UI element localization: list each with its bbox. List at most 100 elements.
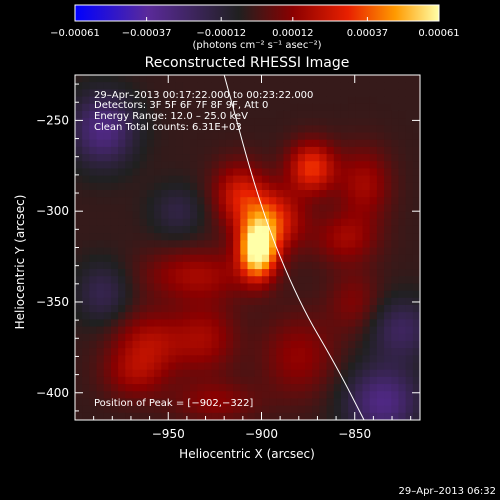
heatmap-cell [110, 182, 119, 191]
heatmap-cell [355, 297, 364, 306]
heatmap-cell [89, 96, 98, 105]
heatmap-cell [340, 211, 349, 220]
heatmap-cell [182, 154, 191, 162]
heatmap-cell [290, 89, 299, 98]
heatmap-cell [197, 132, 205, 141]
heatmap-cell [103, 240, 112, 249]
heatmap-cell [362, 269, 371, 277]
heatmap-cell [398, 276, 407, 285]
heatmap-cell [333, 319, 342, 328]
heatmap-cell [362, 312, 371, 320]
heatmap-cell [125, 348, 134, 356]
heatmap-cell [297, 154, 306, 162]
heatmap-cell [96, 290, 105, 299]
heatmap-cell [118, 319, 126, 328]
heatmap-cell [348, 75, 356, 83]
heatmap-cell [412, 161, 420, 170]
heatmap-cell [218, 218, 227, 227]
heatmap-cell [384, 103, 392, 112]
heatmap-cell [319, 348, 328, 356]
heatmap-cell [412, 398, 420, 407]
heatmap-cell [240, 405, 249, 414]
heatmap-cell [89, 384, 98, 392]
heatmap-cell [290, 182, 299, 191]
heatmap-cell [182, 175, 191, 184]
heatmap-cell [103, 384, 112, 392]
heatmap-cell [312, 398, 320, 407]
heatmap-cell [103, 89, 112, 98]
heatmap-cell [89, 391, 98, 400]
heatmap-cell [261, 110, 270, 119]
heatmap-cell [247, 297, 256, 306]
heatmap-cell [211, 254, 220, 263]
heatmap-cell [110, 132, 119, 141]
heatmap-cell [190, 333, 198, 342]
heatmap-cell [247, 233, 256, 241]
heatmap-cell [190, 233, 198, 241]
heatmap-cell [398, 247, 407, 256]
heatmap-cell [118, 348, 126, 356]
heatmap-cell [233, 197, 241, 205]
heatmap-cell [247, 348, 256, 356]
heatmap-cell [96, 305, 105, 313]
heatmap-cell [376, 218, 385, 227]
heatmap-cell [319, 355, 328, 364]
heatmap-cell [369, 369, 378, 378]
heatmap-cell [398, 355, 407, 364]
heatmap-cell [305, 82, 313, 90]
heatmap-cell [190, 139, 198, 148]
heatmap-cell [384, 168, 392, 177]
heatmap-cell [197, 355, 205, 364]
heatmap-cell [412, 175, 420, 184]
heatmap-cell [197, 319, 205, 328]
heatmap-cell [297, 139, 306, 148]
heatmap-cell [161, 139, 170, 148]
heatmap-cell [355, 348, 364, 356]
heatmap-cell [398, 204, 407, 213]
heatmap-cell [290, 168, 299, 177]
heatmap-cell [326, 110, 335, 119]
heatmap-cell [75, 168, 83, 177]
heatmap-cell [240, 319, 249, 328]
heatmap-cell [384, 110, 392, 119]
heatmap-cell [75, 290, 83, 299]
heatmap-cell [125, 211, 134, 220]
heatmap-cell [103, 297, 112, 306]
heatmap-cell [398, 384, 407, 392]
heatmap-cell [355, 233, 364, 241]
heatmap-cell [110, 355, 119, 364]
heatmap-cell [391, 146, 400, 155]
heatmap-cell [391, 290, 400, 299]
heatmap-cell [391, 103, 400, 112]
heatmap-cell [154, 340, 162, 349]
heatmap-cell [233, 132, 241, 141]
heatmap-cell [211, 197, 220, 205]
heatmap-cell [290, 376, 299, 385]
heatmap-cell [297, 391, 306, 400]
heatmap-cell [118, 139, 126, 148]
heatmap-cell [391, 348, 400, 356]
heatmap-cell [168, 168, 177, 177]
heatmap-cell [254, 211, 263, 220]
heatmap-cell [197, 139, 205, 148]
heatmap-cell [384, 340, 392, 349]
heatmap-cell [89, 125, 98, 134]
heatmap-cell [75, 218, 83, 227]
heatmap-cell [269, 269, 277, 277]
heatmap-cell [225, 405, 234, 414]
heatmap-cell [96, 276, 105, 285]
heatmap-cell [333, 348, 342, 356]
colorbar-tick-label: 0.00037 [347, 28, 388, 39]
heatmap-cell [182, 398, 191, 407]
heatmap-cell [384, 412, 392, 420]
heatmap-cell [82, 412, 90, 420]
heatmap-cell [175, 175, 184, 184]
heatmap-cell [247, 103, 256, 112]
heatmap-cell [146, 175, 155, 184]
heatmap-cell [89, 326, 98, 335]
heatmap-cell [110, 376, 119, 385]
heatmap-cell [261, 125, 270, 134]
heatmap-cell [182, 283, 191, 292]
heatmap-cell [297, 319, 306, 328]
heatmap-cell [132, 218, 141, 227]
